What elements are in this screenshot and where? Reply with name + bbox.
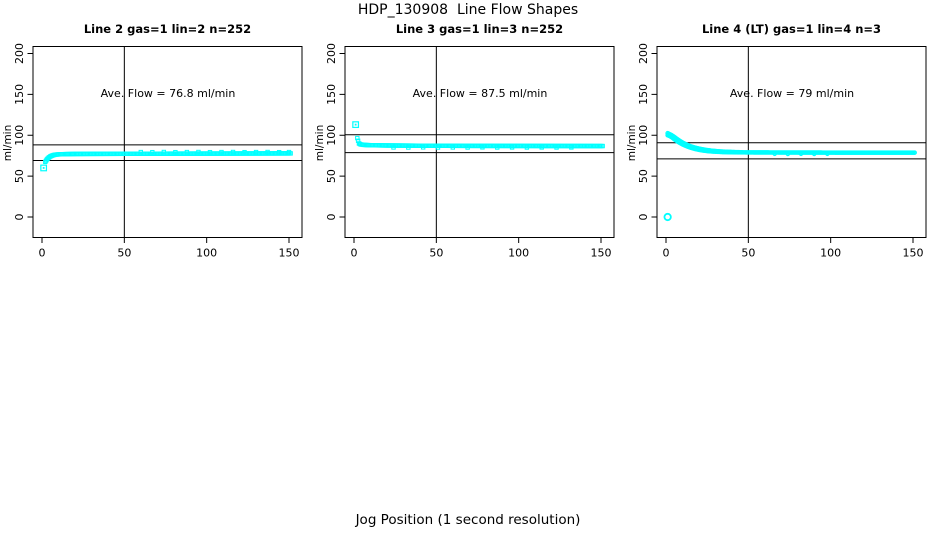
y-tick-label: 100 <box>637 125 650 146</box>
ave-flow-annotation: Ave. Flow = 76.8 ml/min <box>101 87 236 100</box>
x-tick-label: 150 <box>279 247 300 260</box>
chart-panel-3: Line 4 (LT) gas=1 lin=4 n=3 0 50 100 150 0 50 1… <box>626 22 927 260</box>
panels-row: Line 2 gas=1 lin=2 n=252 0 50 100 150 0 50 100 1… <box>2 22 927 260</box>
y-axis-label: ml/min <box>626 125 638 161</box>
chart-panel-1: Line 2 gas=1 lin=2 n=252 0 50 100 150 0 50 100 1… <box>2 22 303 260</box>
x-tick-label: 0 <box>39 247 46 260</box>
chart-panel-2: Line 3 gas=1 lin=3 n=252 0 50 100 150 0 50 100 1… <box>314 22 615 260</box>
y-tick-label: 50 <box>637 169 650 183</box>
x-tick-label: 0 <box>351 247 358 260</box>
x-tick-label: 150 <box>591 247 612 260</box>
plot-box <box>656 46 927 238</box>
x-tick-label: 50 <box>429 247 443 260</box>
panel-title: Line 4 (LT) gas=1 lin=4 n=3 <box>702 22 881 36</box>
data-series-flow-trace <box>43 151 293 165</box>
data-series-start-outlier <box>40 164 48 172</box>
y-tick-label: 200 <box>13 43 26 64</box>
y-tick-label: 0 <box>13 214 26 221</box>
x-tick-label: 50 <box>117 247 131 260</box>
x-tick-label: 0 <box>663 247 670 260</box>
panel-title: Line 2 gas=1 lin=2 n=252 <box>84 22 251 36</box>
data-series-start-outlier <box>352 121 360 129</box>
x-tick-label: 100 <box>820 247 841 260</box>
data-series-jitter-below <box>391 145 574 150</box>
y-tick-label: 50 <box>325 169 338 183</box>
figure-title: HDP_130908 Line Flow Shapes <box>357 2 579 18</box>
ave-flow-annotation: Ave. Flow = 79 ml/min <box>730 87 854 100</box>
plot-box <box>344 46 615 238</box>
x-tick-label: 150 <box>903 247 924 260</box>
y-tick-label: 50 <box>13 169 26 183</box>
data-series-flow-trace-run2 <box>665 130 743 155</box>
data-series-jitter-above <box>138 149 292 155</box>
plot-box <box>32 46 303 238</box>
x-tick-label: 50 <box>741 247 755 260</box>
y-axis-label: ml/min <box>314 125 326 161</box>
y-tick-label: 0 <box>637 214 650 221</box>
y-tick-label: 150 <box>325 84 338 105</box>
x-tick-label: 100 <box>508 247 529 260</box>
y-tick-label: 200 <box>325 43 338 64</box>
y-axis-label: ml/min <box>2 125 14 161</box>
panel-title: Line 3 gas=1 lin=3 n=252 <box>396 22 563 36</box>
data-series-jitter-below <box>772 151 830 157</box>
y-tick-label: 150 <box>637 84 650 105</box>
y-tick-label: 0 <box>325 214 338 221</box>
y-tick-label: 100 <box>13 125 26 146</box>
y-tick-label: 150 <box>13 84 26 105</box>
y-tick-label: 200 <box>637 43 650 64</box>
x-axis-title: Jog Position (1 second resolution) <box>355 512 581 528</box>
y-tick-label: 100 <box>325 125 338 146</box>
data-series-zero-outlier <box>663 212 672 222</box>
ave-flow-annotation: Ave. Flow = 87.5 ml/min <box>413 87 548 100</box>
x-tick-label: 100 <box>196 247 217 260</box>
